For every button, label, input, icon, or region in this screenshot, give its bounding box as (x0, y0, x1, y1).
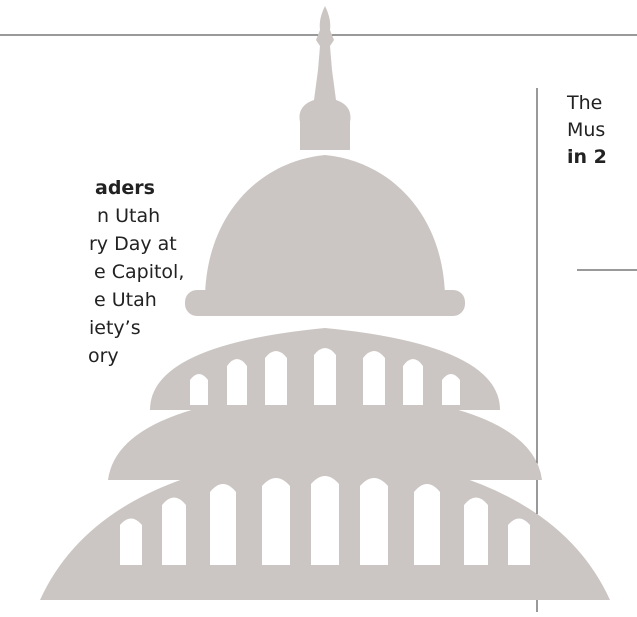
text-line: iety’s (89, 317, 141, 339)
text-line: n Utah (97, 205, 160, 227)
text-line: in 2 (567, 146, 607, 168)
text-line: aders (95, 177, 155, 199)
text-line: ory (88, 345, 119, 367)
text-line: e Capitol, (94, 261, 184, 283)
left-text: aders n Utah ry Day at e Capitol, e Utah iety… (88, 177, 184, 367)
text-line: ry Day at (89, 233, 177, 255)
text-line: Mus (567, 119, 605, 141)
text-line: e Utah (94, 289, 157, 311)
page: aders n Utah ry Day at e Capitol, e Utah iety… (0, 0, 637, 617)
text-line: The (566, 92, 602, 114)
right-text: The Mus in 2 (566, 92, 607, 168)
